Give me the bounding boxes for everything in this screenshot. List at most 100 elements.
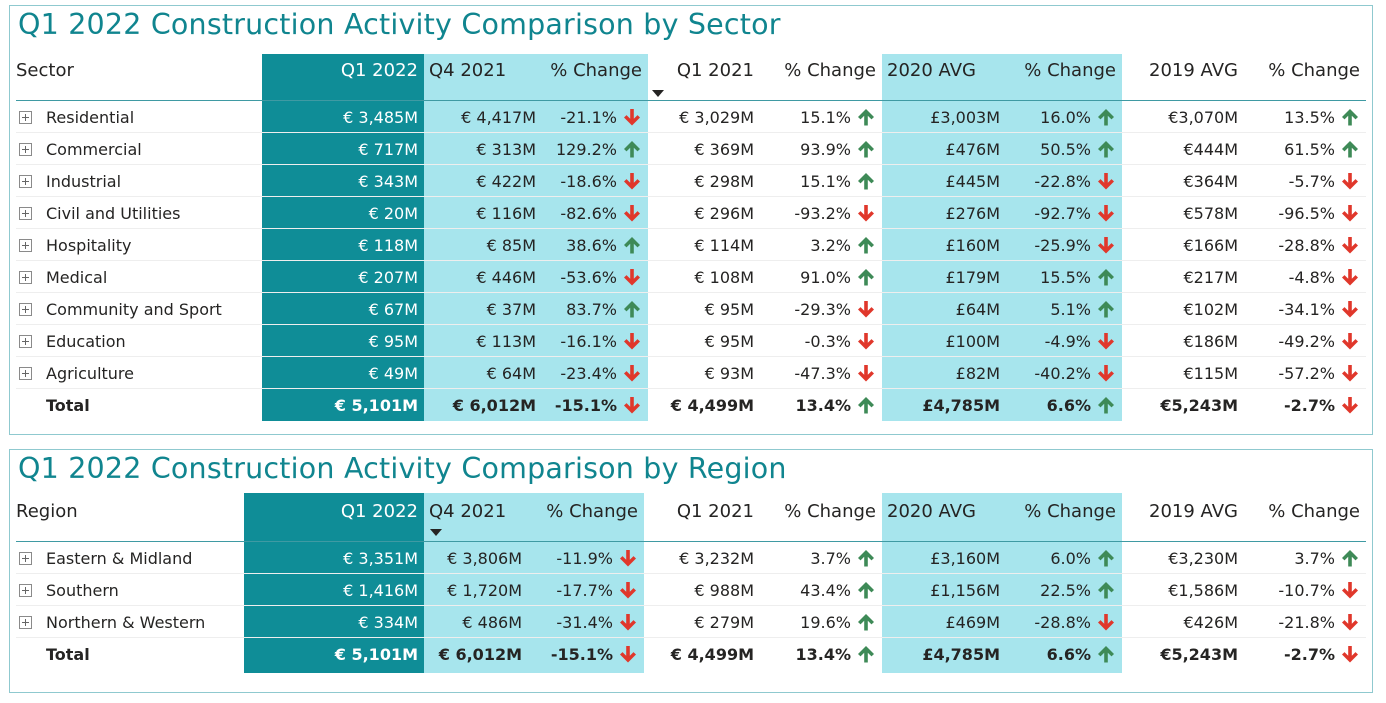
- row-divider: [16, 132, 1366, 133]
- value: € 4,499M: [670, 644, 754, 664]
- value: € 486M: [462, 612, 522, 632]
- cell-sector[interactable]: Hospitality: [16, 229, 262, 261]
- header-q1-2022[interactable]: Q1 2022: [340, 501, 418, 522]
- header-change-vs-q1-2021[interactable]: % Change: [784, 60, 876, 81]
- cell-sector[interactable]: Education: [16, 325, 262, 357]
- expand-plus-icon[interactable]: [19, 206, 32, 220]
- header-q4-2021[interactable]: Q4 2021: [429, 501, 507, 522]
- cell-sector[interactable]: Civil and Utilities: [16, 197, 262, 229]
- header-change-vs-2020-avg[interactable]: % Change: [1024, 501, 1116, 522]
- header-sector[interactable]: Region: [16, 501, 78, 522]
- sort-descending-icon[interactable]: [652, 90, 664, 97]
- row-label: Northern & Western: [46, 612, 206, 632]
- cell-change-vs-2019-avg: -5.7%: [1244, 165, 1366, 197]
- value: € 207M: [358, 267, 418, 287]
- arrow-down-icon: [1342, 646, 1358, 663]
- cell-q4-2021: € 422M: [424, 165, 542, 197]
- cell-change-vs-q4-2021: -21.1%: [542, 101, 648, 133]
- cell-avg-2019: €426M: [1122, 606, 1244, 638]
- arrow-up-icon: [1098, 582, 1114, 599]
- sort-descending-icon[interactable]: [430, 529, 442, 536]
- value: €1,586M: [1168, 580, 1238, 600]
- cell-sector[interactable]: Eastern & Midland: [16, 542, 244, 574]
- table-header-row: Sector Q1 2022 Q4 2021 % Change Q1 2021 % Cha…: [16, 54, 1366, 100]
- value: € 93M: [704, 363, 754, 383]
- value: £4,785M: [922, 395, 1000, 415]
- cell-q1-2022: € 95M: [262, 325, 424, 357]
- header-change-vs-q1-2021[interactable]: % Change: [784, 501, 876, 522]
- expand-plus-icon[interactable]: [19, 366, 32, 380]
- expand-plus-icon[interactable]: [19, 270, 32, 284]
- header-q1-2021[interactable]: Q1 2021: [676, 60, 754, 81]
- header-q1-2021[interactable]: Q1 2021: [676, 501, 754, 522]
- expand-plus-icon[interactable]: [19, 583, 32, 597]
- cell-avg-2020: £3,003M: [882, 101, 1006, 133]
- expand-plus-icon[interactable]: [19, 238, 32, 252]
- arrow-down-icon: [858, 333, 874, 350]
- cell-sector[interactable]: Southern: [16, 574, 244, 606]
- cell-q1-2021: € 279M: [644, 606, 760, 638]
- header-avg-2019[interactable]: 2019 AVG: [1149, 60, 1238, 81]
- arrow-up-icon: [624, 237, 640, 254]
- arrow-up-icon: [858, 109, 874, 126]
- row-divider: [16, 164, 1366, 165]
- cell-sector[interactable]: Community and Sport: [16, 293, 262, 325]
- expand-plus-icon[interactable]: [19, 174, 32, 188]
- total-label: Total: [46, 644, 90, 664]
- header-avg-2019[interactable]: 2019 AVG: [1149, 501, 1238, 522]
- cell-sector[interactable]: Industrial: [16, 165, 262, 197]
- expand-plus-icon[interactable]: [19, 334, 32, 348]
- cell-change-vs-2020-avg: 50.5%: [1006, 133, 1122, 165]
- cell-sector[interactable]: Agriculture: [16, 357, 262, 389]
- value: -0.3%: [804, 331, 851, 351]
- cell-avg-2019: €5,243M: [1122, 389, 1244, 421]
- value: -4.8%: [1288, 267, 1335, 287]
- cell-q1-2021: € 114M: [648, 229, 760, 261]
- value: -2.7%: [1283, 395, 1335, 415]
- header-change-vs-q4-2021[interactable]: % Change: [550, 60, 642, 81]
- cell-q1-2021: € 298M: [648, 165, 760, 197]
- arrow-down-icon: [624, 269, 640, 286]
- cell-change-vs-2020-avg: -40.2%: [1006, 357, 1122, 389]
- value: 15.1%: [800, 107, 851, 127]
- arrow-up-icon: [1098, 301, 1114, 318]
- header-avg-2020[interactable]: 2020 AVG: [887, 501, 976, 522]
- header-avg-2020[interactable]: 2020 AVG: [887, 60, 976, 81]
- header-change-vs-q4-2021[interactable]: % Change: [546, 501, 638, 522]
- expand-plus-icon[interactable]: [19, 302, 32, 316]
- header-q1-2022[interactable]: Q1 2022: [340, 60, 418, 81]
- column-band-change-vs-q4-2021: [528, 493, 644, 673]
- expand-plus-icon[interactable]: [19, 615, 32, 629]
- cell-sector[interactable]: Commercial: [16, 133, 262, 165]
- cell-sector[interactable]: Northern & Western: [16, 606, 244, 638]
- header-change-vs-2019-avg[interactable]: % Change: [1268, 60, 1360, 81]
- expand-plus-icon[interactable]: [19, 142, 32, 156]
- cell-q1-2022: € 1,416M: [244, 574, 424, 606]
- cell-sector[interactable]: Residential: [16, 101, 262, 133]
- header-change-vs-2020-avg[interactable]: % Change: [1024, 60, 1116, 81]
- row-label: Commercial: [46, 139, 142, 159]
- header-q4-2021[interactable]: Q4 2021: [429, 60, 507, 81]
- row-divider: [16, 292, 1366, 293]
- region-table: Region Q1 2022 Q4 2021 % Change Q1 2021 % Cha…: [16, 493, 1366, 673]
- arrow-up-icon: [1342, 550, 1358, 567]
- cell-change-vs-2019-avg: -34.1%: [1244, 293, 1366, 325]
- cell-sector[interactable]: Medical: [16, 261, 262, 293]
- row-divider: [16, 605, 1366, 606]
- cell-avg-2020: £160M: [882, 229, 1006, 261]
- header-change-vs-2019-avg[interactable]: % Change: [1268, 501, 1360, 522]
- row-divider: [16, 637, 1366, 638]
- cell-change-vs-2020-avg: 22.5%: [1006, 574, 1122, 606]
- cell-sector[interactable]: Total: [16, 638, 244, 670]
- header-sector[interactable]: Sector: [16, 60, 74, 81]
- row-divider: [16, 260, 1366, 261]
- expand-plus-icon[interactable]: [19, 551, 32, 565]
- arrow-down-icon: [624, 109, 640, 126]
- column-band-avg-2020: [882, 493, 1006, 673]
- table-row: Eastern & Midland € 3,351M € 3,806M -11.9% €…: [16, 542, 1366, 574]
- cell-q1-2021: € 3,029M: [648, 101, 760, 133]
- cell-sector[interactable]: Total: [16, 389, 262, 421]
- value: 13.5%: [1284, 107, 1335, 127]
- expand-plus-icon[interactable]: [19, 110, 32, 124]
- value: 43.4%: [800, 580, 851, 600]
